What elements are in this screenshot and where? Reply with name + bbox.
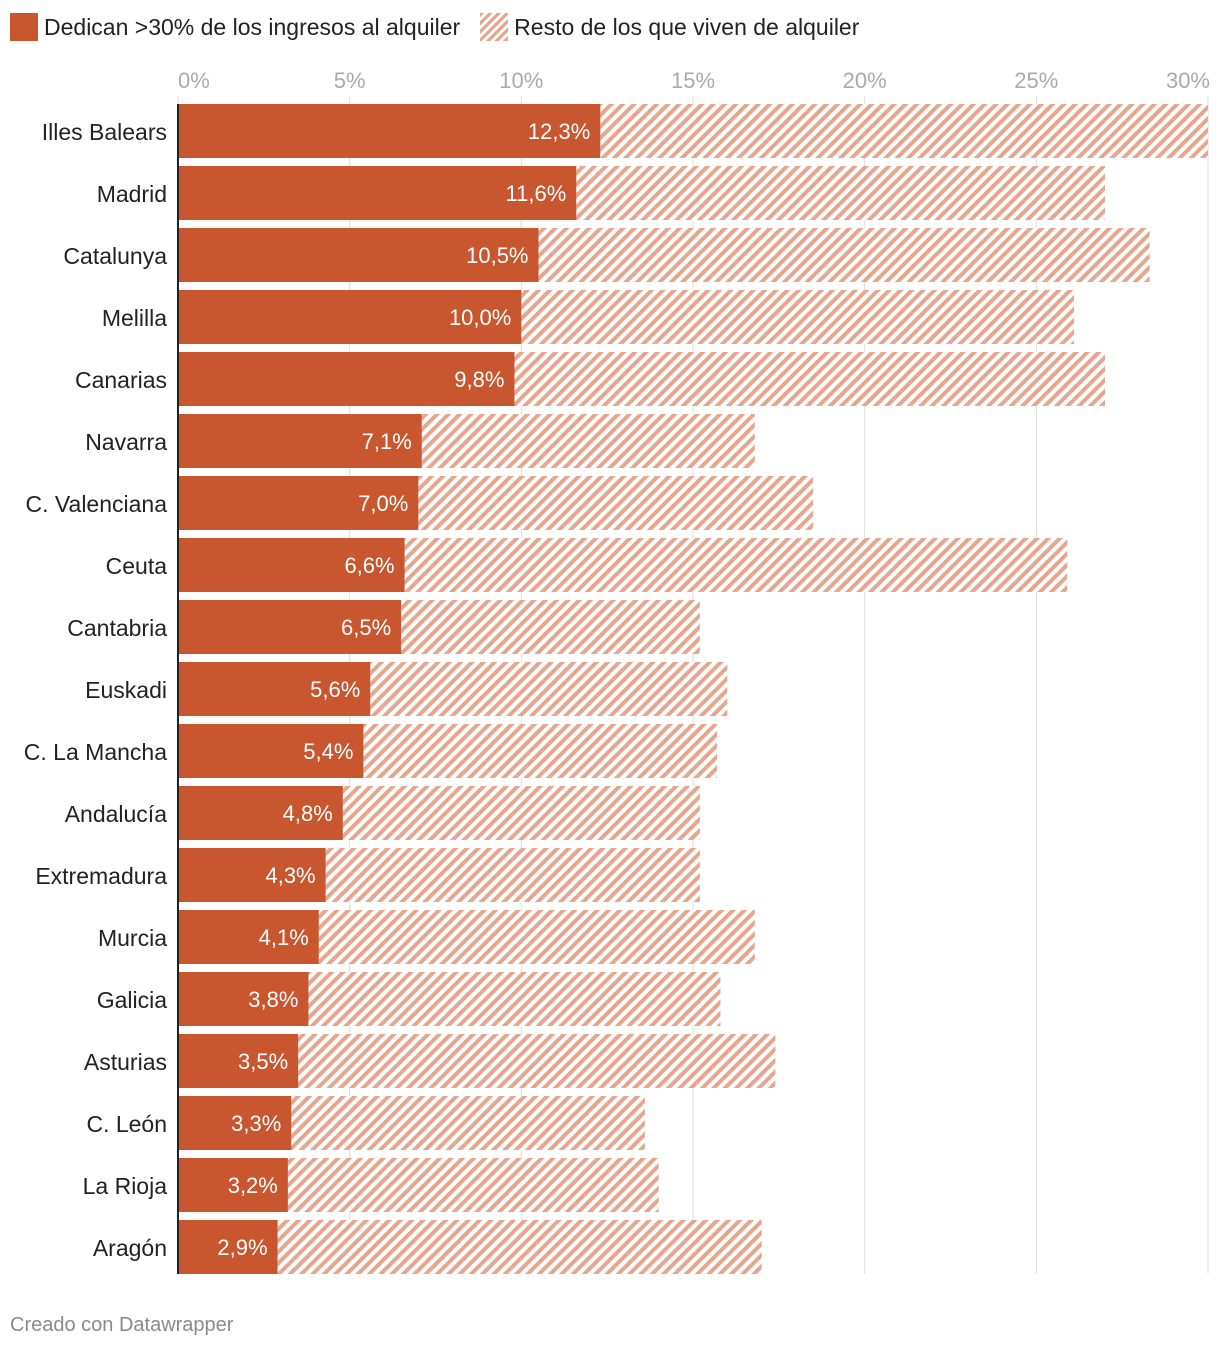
bar-segment-rest <box>600 104 1208 158</box>
bar-chart: 0% 5% 10% 15% 20% 25% 30% 12,3% 11,6% 10,5% 10,0%… <box>24 68 1210 1274</box>
bar-segment-over-30 <box>178 724 364 778</box>
legend-swatch-solid <box>10 13 38 41</box>
bar-segment-over-30 <box>178 1158 288 1212</box>
bar-segment-over-30 <box>178 1034 299 1088</box>
bar-value-label: 4,3% <box>265 863 315 888</box>
bar-segment-over-30 <box>178 104 601 158</box>
bar-value-label: 7,1% <box>362 429 412 454</box>
category-label: La Rioja <box>83 1173 168 1199</box>
category-label: Extremadura <box>35 863 167 889</box>
bar-value-label: 4,8% <box>283 801 333 826</box>
bar-segment-over-30 <box>178 538 405 592</box>
x-tick-label: 10% <box>499 68 543 93</box>
bar-segment-rest <box>370 662 728 716</box>
x-tick-label: 15% <box>671 68 715 93</box>
x-tick-label: 30% <box>1166 68 1210 93</box>
bar-value-label: 3,3% <box>231 1111 281 1136</box>
category-label: C. La Mancha <box>24 739 167 765</box>
category-label: Cantabria <box>67 615 167 641</box>
x-tick-label: 20% <box>843 68 887 93</box>
bar-segment-over-30 <box>178 1096 292 1150</box>
bar-segment-rest <box>514 352 1105 406</box>
bar-value-label: 6,5% <box>341 615 391 640</box>
category-label: Melilla <box>102 305 167 331</box>
bar-segment-over-30 <box>178 910 319 964</box>
legend-label-over-30: Dedican >30% de los ingresos al alquiler <box>44 13 461 40</box>
x-tick-label: 0% <box>178 68 210 93</box>
category-label: Aragón <box>93 1235 167 1261</box>
category-label: Ceuta <box>106 553 168 579</box>
bar-value-label: 3,5% <box>238 1049 288 1074</box>
bar-value-label: 3,2% <box>228 1173 278 1198</box>
bar-value-label: 7,0% <box>358 491 408 516</box>
bar-segment-rest <box>576 166 1105 220</box>
bar-value-label: 10,0% <box>449 305 511 330</box>
category-label: Madrid <box>97 181 167 207</box>
legend-item-over-30[interactable]: Dedican >30% de los ingresos al alquiler <box>10 13 460 41</box>
bar-segment-rest <box>404 538 1068 592</box>
bar-segment-over-30 <box>178 1220 278 1274</box>
bar-segment-over-30 <box>178 228 539 282</box>
bar-value-label: 10,5% <box>466 243 528 268</box>
bar-segment-rest <box>342 786 700 840</box>
category-labels: Illes Balears Madrid Catalunya Melilla Canar… <box>24 119 167 1261</box>
bar-segment-over-30 <box>178 972 309 1026</box>
bar-segment-rest <box>298 1034 776 1088</box>
bar-value-label: 6,6% <box>344 553 394 578</box>
bar-value-label: 5,6% <box>310 677 360 702</box>
bar-segment-rest <box>277 1220 762 1274</box>
bar-segment-over-30 <box>178 786 343 840</box>
bar-value-label: 3,8% <box>248 987 298 1012</box>
category-label: Andalucía <box>65 801 168 827</box>
bar-value-label: 12,3% <box>528 119 590 144</box>
bar-segment-over-30 <box>178 476 419 530</box>
category-label: C. León <box>86 1111 167 1137</box>
bar-value-label: 5,4% <box>303 739 353 764</box>
category-label: Navarra <box>85 429 167 455</box>
category-label: Euskadi <box>85 677 167 703</box>
bar-segment-over-30 <box>178 848 326 902</box>
bar-segment-rest <box>291 1096 645 1150</box>
bar-segment-rest <box>318 910 755 964</box>
category-label: C. Valenciana <box>26 491 168 517</box>
bar-segment-over-30 <box>178 166 577 220</box>
bar-segment-rest <box>521 290 1075 344</box>
category-label: Illes Balears <box>42 119 167 145</box>
bar-segment-over-30 <box>178 290 522 344</box>
legend-label-rest: Resto de los que viven de alquiler <box>514 13 860 40</box>
category-label: Asturias <box>84 1049 167 1075</box>
bar-segment-rest <box>287 1158 659 1212</box>
bar-value-label: 4,1% <box>259 925 309 950</box>
bar-segment-rest <box>421 414 755 468</box>
category-label: Canarias <box>75 367 167 393</box>
bar-segment-rest <box>308 972 721 1026</box>
bar-value-label: 9,8% <box>454 367 504 392</box>
bar-segment-over-30 <box>178 600 402 654</box>
category-label: Catalunya <box>63 243 167 269</box>
legend-swatch-hatched <box>480 13 509 41</box>
footer-credit: Creado con Datawrapper <box>10 1314 234 1336</box>
category-label: Murcia <box>98 925 167 951</box>
legend-item-rest[interactable]: Resto de los que viven de alquiler <box>480 13 859 41</box>
bar-value-label: 2,9% <box>217 1235 267 1260</box>
bar-segment-over-30 <box>178 352 515 406</box>
x-tick-label: 5% <box>334 68 366 93</box>
bar-segment-rest <box>325 848 700 902</box>
bar-segment-over-30 <box>178 414 422 468</box>
bar-segment-rest <box>363 724 718 778</box>
x-tick-label: 25% <box>1014 68 1058 93</box>
bar-segment-over-30 <box>178 662 371 716</box>
bar-segment-rest <box>401 600 700 654</box>
category-label: Galicia <box>97 987 168 1013</box>
bars: 12,3% 11,6% 10,5% 10,0% 9,8% 7,1% 7,0% 6,6% 6,5%… <box>178 104 1208 1274</box>
bar-value-label: 11,6% <box>506 181 567 206</box>
bar-segment-rest <box>418 476 814 530</box>
legend: Dedican >30% de los ingresos al alquiler… <box>10 12 879 42</box>
bar-segment-rest <box>538 228 1150 282</box>
